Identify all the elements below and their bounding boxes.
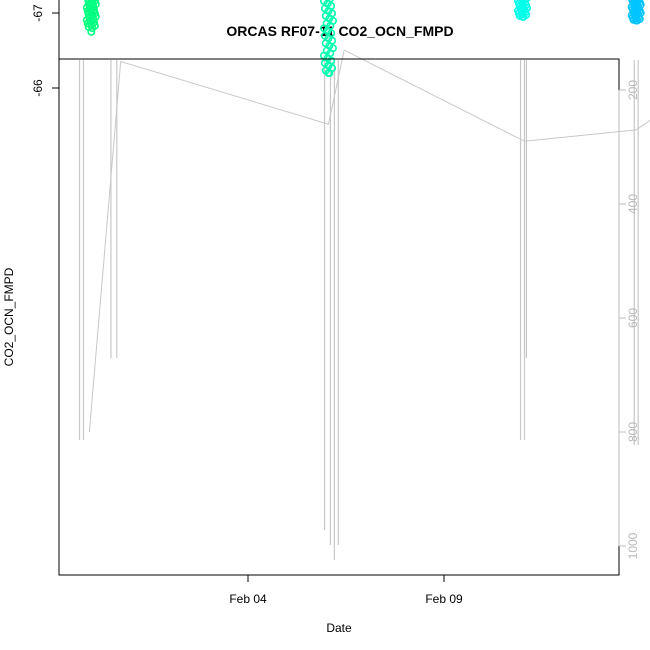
data-point <box>83 7 92 16</box>
altitude-trace-layer <box>78 49 650 560</box>
chart-title: ORCAS RF07-11 CO2_OCN_FMPD <box>226 23 453 39</box>
y2-tick-label: 800 <box>626 422 640 442</box>
data-point <box>82 16 91 25</box>
plot-frame <box>58 58 620 576</box>
data-point <box>88 23 97 32</box>
x-tick-label: Feb 09 <box>425 592 463 606</box>
data-point <box>632 16 641 25</box>
y-axis-label: CO2_OCN_FMPD <box>2 267 16 366</box>
data-point <box>627 0 636 3</box>
y2-tick-label: 200 <box>626 80 640 100</box>
altitude-trace-line <box>88 49 650 433</box>
data-point <box>518 12 527 21</box>
x-axis: Feb 04 Feb 09 <box>229 574 463 606</box>
y-axis-right: 200 400 600 800 1000 <box>618 80 640 559</box>
data-point <box>82 3 91 12</box>
y2-tick-label: 400 <box>626 194 640 214</box>
y2-tick-label: 600 <box>626 308 640 328</box>
data-point <box>324 69 333 78</box>
data-points-layer <box>82 0 645 78</box>
x-axis-label: Date <box>326 621 352 635</box>
y-axis-left: -66-67-68-69-70-71-72 <box>31 0 60 97</box>
y2-tick-label: 1000 <box>626 532 640 559</box>
x-tick-label: Feb 04 <box>229 592 267 606</box>
data-point <box>83 0 92 3</box>
data-point <box>83 19 92 28</box>
y-tick-label: -67 <box>31 4 45 22</box>
data-point <box>87 27 96 36</box>
y-tick-label: -66 <box>31 79 45 97</box>
